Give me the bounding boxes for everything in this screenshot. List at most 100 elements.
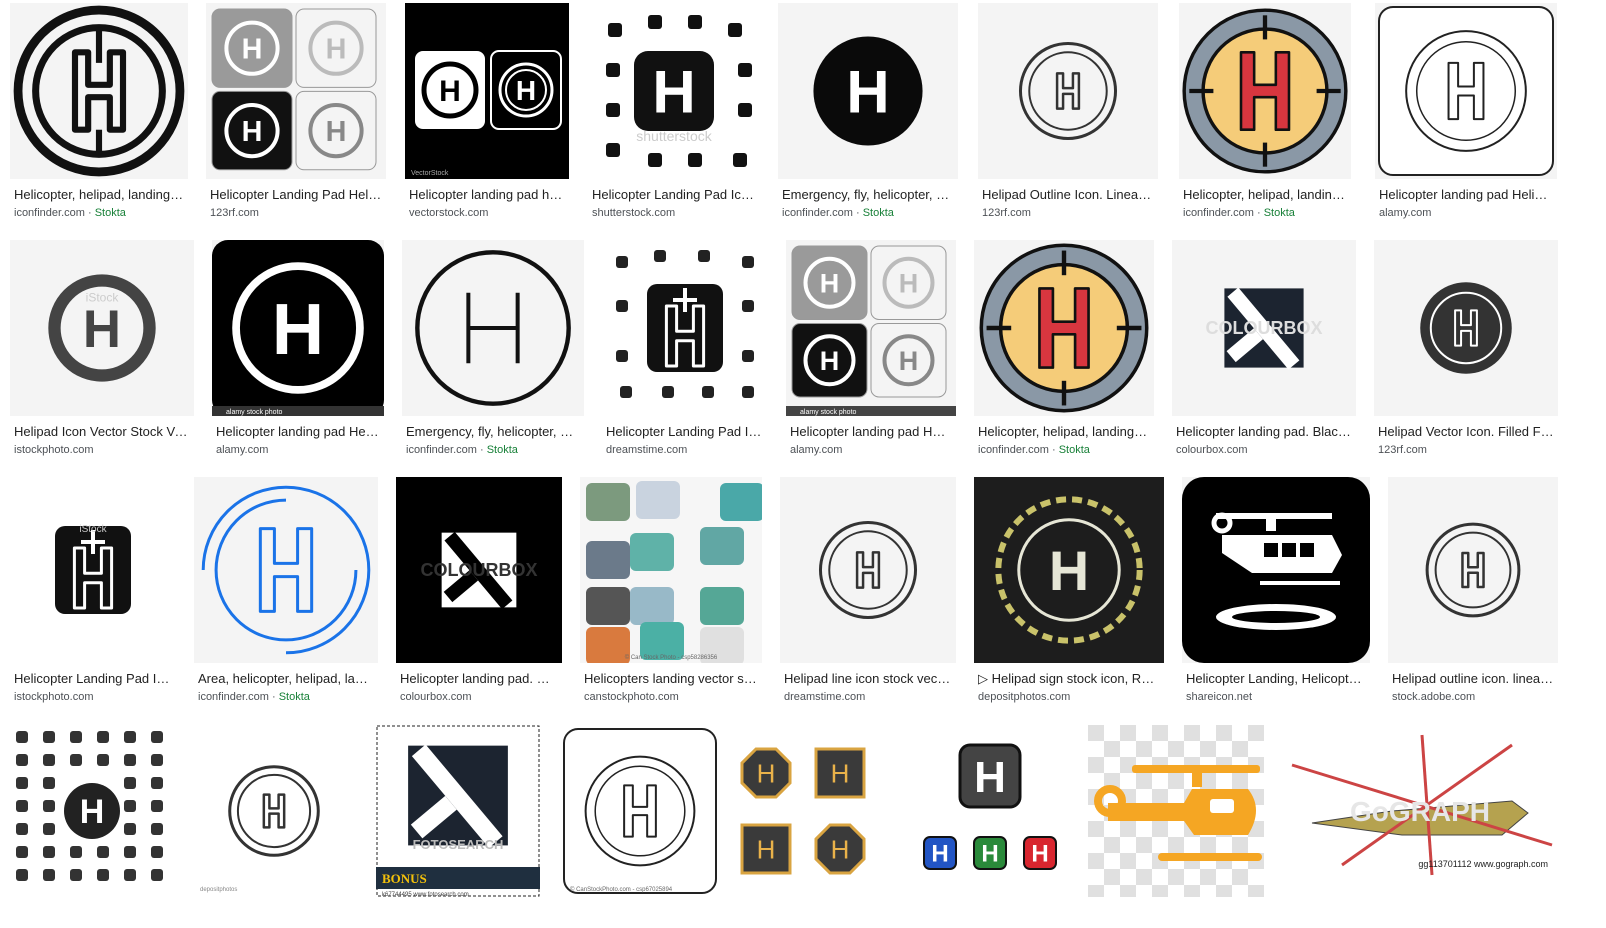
image-result-card[interactable]: H H H H xyxy=(736,725,890,897)
result-title[interactable]: Helicopter Landing, Helicopter... xyxy=(1186,671,1366,686)
result-title[interactable]: Helicopter, helipad, landing, t... xyxy=(978,424,1150,439)
result-title[interactable]: Helicopter landing pad Helic... xyxy=(216,424,380,439)
image-result-card[interactable]: GoGRAPH gg113701112 www.gograph.com xyxy=(1282,725,1558,897)
result-title[interactable]: Helicopter Landing Pad Helic... xyxy=(210,187,382,202)
result-title[interactable]: Helipad outline icon. linear ... xyxy=(1392,671,1554,686)
result-title[interactable]: Helipad line icon stock vecto... xyxy=(784,671,952,686)
svg-text:H: H xyxy=(242,116,263,148)
result-thumbnail[interactable]: H xyxy=(974,477,1164,663)
image-result-card[interactable]: depositphotos xyxy=(192,725,356,897)
result-thumbnail[interactable]: GoGRAPH gg113701112 www.gograph.com xyxy=(1282,725,1558,897)
source-domain: iconfinder.com xyxy=(406,444,477,456)
result-title[interactable]: Helicopter landing pad. W... xyxy=(400,671,558,686)
result-title[interactable]: Helicopter landing pad Heli... xyxy=(790,424,952,439)
result-thumbnail[interactable]: iStock xyxy=(10,477,176,663)
image-result-card[interactable]: Helicopter, helipad, landing, t... iconfi… xyxy=(1179,3,1351,223)
image-result-card[interactable]: H H H H xyxy=(908,725,1072,897)
svg-text:H: H xyxy=(831,834,850,864)
result-title[interactable]: Helipad Vector Icon. Filled Fla... xyxy=(1378,424,1554,439)
image-result-card[interactable]: H xyxy=(10,725,174,897)
result-title[interactable]: Emergency, fly, helicopter, hel... xyxy=(782,187,954,202)
image-result-card[interactable]: Helipad Vector Icon. Filled Fla... 123rf.… xyxy=(1374,240,1558,460)
image-result-card[interactable]: COLOURBOX Helicopter landing pad. W... col… xyxy=(396,477,562,707)
result-title[interactable]: ▷ Helipad sign stock icon, Roy... xyxy=(978,671,1160,686)
image-result-card[interactable]: H H VectorStock Helicopter landing pad heli… xyxy=(405,3,569,223)
image-result-card[interactable]: COLOURBOX Helicopter landing pad. Black .… xyxy=(1172,240,1356,460)
image-result-card[interactable]: © CanStockPhoto.com - csp67025894 xyxy=(560,725,720,897)
result-thumbnail[interactable]: © CanStockPhoto.com - csp67025894 xyxy=(560,725,720,897)
image-result-card[interactable]: Helicopter, helipad, landing, t... iconfi… xyxy=(974,240,1154,460)
image-result-card[interactable]: iStock Helicopter Landing Pad Ic... istock… xyxy=(10,477,176,707)
result-thumbnail[interactable]: © Can Stock Photo - csp58286356 xyxy=(580,477,762,663)
result-source: depositphotos.com xyxy=(978,690,1070,704)
orange-helicopter-icon xyxy=(1088,725,1264,897)
result-thumbnail[interactable]: COLOURBOX xyxy=(1172,240,1356,416)
image-result-card[interactable]: Area, helicopter, helipad, land... iconfi… xyxy=(194,477,378,707)
image-result-card[interactable] xyxy=(1088,725,1264,897)
image-result-card[interactable]: FOTOSEARCH BONUS k67744495 www.fotosearch.… xyxy=(376,725,540,897)
result-thumbnail[interactable] xyxy=(1179,3,1351,179)
result-title[interactable]: Helicopters landing vector set... xyxy=(584,671,758,686)
image-result-card[interactable]: Helicopter landing pad Helico... alamy.co… xyxy=(1375,3,1557,223)
result-thumbnail[interactable] xyxy=(1374,240,1558,416)
result-thumbnail[interactable] xyxy=(602,240,768,416)
result-thumbnail[interactable]: H H H H xyxy=(908,725,1072,897)
image-result-card[interactable]: Helicopter, helipad, landing, t... iconfi… xyxy=(10,3,188,223)
result-thumbnail[interactable] xyxy=(1375,3,1557,179)
result-thumbnail[interactable] xyxy=(1088,725,1264,897)
result-title[interactable]: Helicopter landing pad heli... xyxy=(409,187,565,202)
result-title[interactable]: Helipad Outline Icon. Linear ... xyxy=(982,187,1154,202)
source-domain: alamy.com xyxy=(790,444,843,456)
result-thumbnail[interactable] xyxy=(974,240,1154,416)
helipad-diagonal-h-icon: COLOURBOX xyxy=(1206,287,1323,370)
result-thumbnail[interactable] xyxy=(402,240,584,416)
result-thumbnail[interactable] xyxy=(10,3,188,179)
result-thumbnail[interactable]: depositphotos xyxy=(192,725,356,897)
result-thumbnail[interactable]: H H H H xyxy=(206,3,386,179)
image-result-card[interactable]: © Can Stock Photo - csp58286356 Helicopte… xyxy=(580,477,762,707)
result-source: alamy.com xyxy=(1379,206,1431,220)
image-result-card[interactable]: H H H H Helicopter Landing Pad Helic... 123rf… xyxy=(206,3,386,223)
result-title[interactable]: Helicopter Landing Pad Ico... xyxy=(592,187,756,202)
result-title[interactable]: Helicopter, helipad, landing, t... xyxy=(1183,187,1347,202)
image-result-card[interactable]: Helipad line icon stock vecto... dreamsti… xyxy=(780,477,956,707)
result-title[interactable]: Helicopter Landing Pad Ic... xyxy=(606,424,764,439)
result-title[interactable]: Helicopter Landing Pad Ic... xyxy=(14,671,172,686)
image-result-card[interactable]: Helipad outline icon. linear ... stock.ad… xyxy=(1388,477,1558,707)
source-domain: shutterstock.com xyxy=(592,207,676,219)
result-thumbnail[interactable] xyxy=(1182,477,1370,663)
result-thumbnail[interactable]: H xyxy=(10,725,174,897)
result-title[interactable]: Emergency, fly, helicopter, he... xyxy=(406,424,580,439)
image-result-card[interactable]: Helipad Outline Icon. Linear ... 123rf.co… xyxy=(978,3,1158,223)
helipad-dark-circle-icon xyxy=(1420,282,1512,374)
result-thumbnail[interactable] xyxy=(780,477,956,663)
result-thumbnail[interactable] xyxy=(194,477,378,663)
image-result-card[interactable]: H Emergency, fly, helicopter, hel... iconf… xyxy=(778,3,958,223)
result-thumbnail[interactable]: H xyxy=(778,3,958,179)
stock-badge: Stokta xyxy=(1263,207,1295,219)
result-thumbnail[interactable]: H H H H xyxy=(736,725,890,897)
result-title[interactable]: Helicopter landing pad. Black ... xyxy=(1176,424,1352,439)
helipad-color-crosshair-icon xyxy=(979,243,1149,413)
image-result-card[interactable]: H ▷ Helipad sign stock icon, Roy... deposi… xyxy=(974,477,1164,707)
result-title[interactable]: Helicopter landing pad Helico... xyxy=(1379,187,1553,202)
result-thumbnail[interactable] xyxy=(1388,477,1558,663)
image-result-card[interactable]: Helicopter Landing Pad Ic... dreamstime.c… xyxy=(602,240,768,460)
result-title[interactable]: Helipad Icon Vector Stock Vec... xyxy=(14,424,190,439)
result-thumbnail[interactable]: COLOURBOX xyxy=(396,477,562,663)
image-result-card[interactable]: Helicopter Landing, Helicopter... shareic… xyxy=(1182,477,1370,707)
result-title[interactable]: Area, helicopter, helipad, land... xyxy=(198,671,374,686)
result-thumbnail[interactable]: H H VectorStock xyxy=(405,3,569,179)
result-title[interactable]: Helicopter, helipad, landing, t... xyxy=(14,187,184,202)
result-thumbnail[interactable]: FOTOSEARCH BONUS k67744495 www.fotosearch.… xyxy=(376,725,540,897)
image-result-card[interactable]: Emergency, fly, helicopter, he... iconfin… xyxy=(402,240,584,460)
result-thumbnail[interactable] xyxy=(978,3,1158,179)
